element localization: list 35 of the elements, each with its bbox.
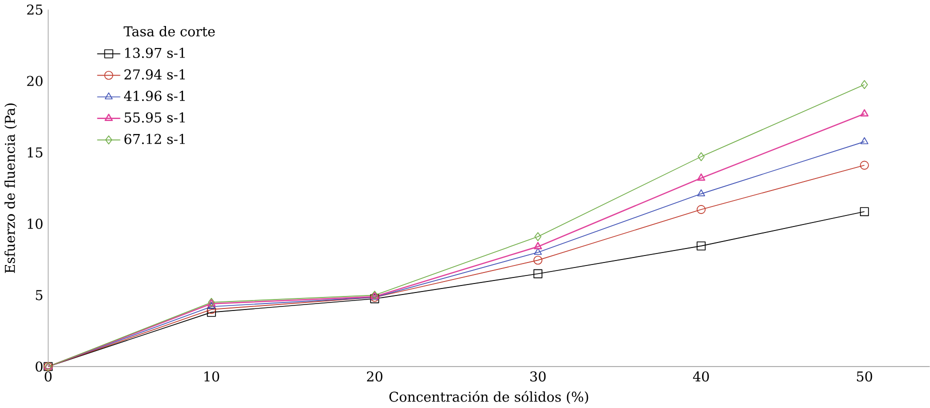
- x-tick-label: 20: [366, 371, 382, 382]
- point: [697, 173, 706, 181]
- y-tick-label: 25: [27, 4, 42, 15]
- point: [696, 204, 706, 214]
- point: [860, 80, 868, 89]
- legend-title: Tasa de corte: [124, 26, 215, 36]
- legend-label: 41.96 s-1: [124, 90, 185, 101]
- x-tick-label: 30: [530, 371, 546, 382]
- x-tick-label: 10: [204, 371, 220, 382]
- y-axis-title: Esfuerzo de fluencia (Pa): [4, 103, 17, 273]
- point: [696, 241, 706, 250]
- point: [860, 109, 869, 116]
- point: [860, 207, 869, 216]
- y-tick-label: 0: [36, 361, 43, 372]
- point: [860, 137, 868, 144]
- legend-label: 13.97 s-1: [125, 48, 185, 58]
- y-tick-label: 15: [28, 147, 42, 158]
- y-tick-label: 10: [28, 218, 42, 229]
- legend-label: 55.95 s-1: [124, 112, 185, 122]
- point: [534, 232, 542, 241]
- x-axis-title: Concentración de sólidos (%): [389, 390, 588, 404]
- x-tick-label: 50: [856, 371, 872, 382]
- point: [533, 256, 542, 265]
- x-tick-label: 0: [44, 371, 52, 382]
- x-tick-label: 40: [692, 371, 709, 382]
- point: [860, 160, 869, 170]
- point: [697, 189, 706, 196]
- y-tick-label: 5: [36, 290, 42, 300]
- legend-label: 27.94 s-1: [124, 69, 185, 80]
- point: [533, 269, 542, 278]
- y-tick-label: 20: [27, 76, 42, 86]
- point: [698, 152, 705, 162]
- point: [208, 302, 216, 309]
- point: [534, 242, 542, 250]
- legend-label: 67.12 s-1: [124, 134, 185, 144]
